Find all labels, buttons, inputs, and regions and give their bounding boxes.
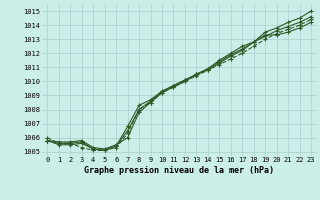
X-axis label: Graphe pression niveau de la mer (hPa): Graphe pression niveau de la mer (hPa) <box>84 166 274 175</box>
